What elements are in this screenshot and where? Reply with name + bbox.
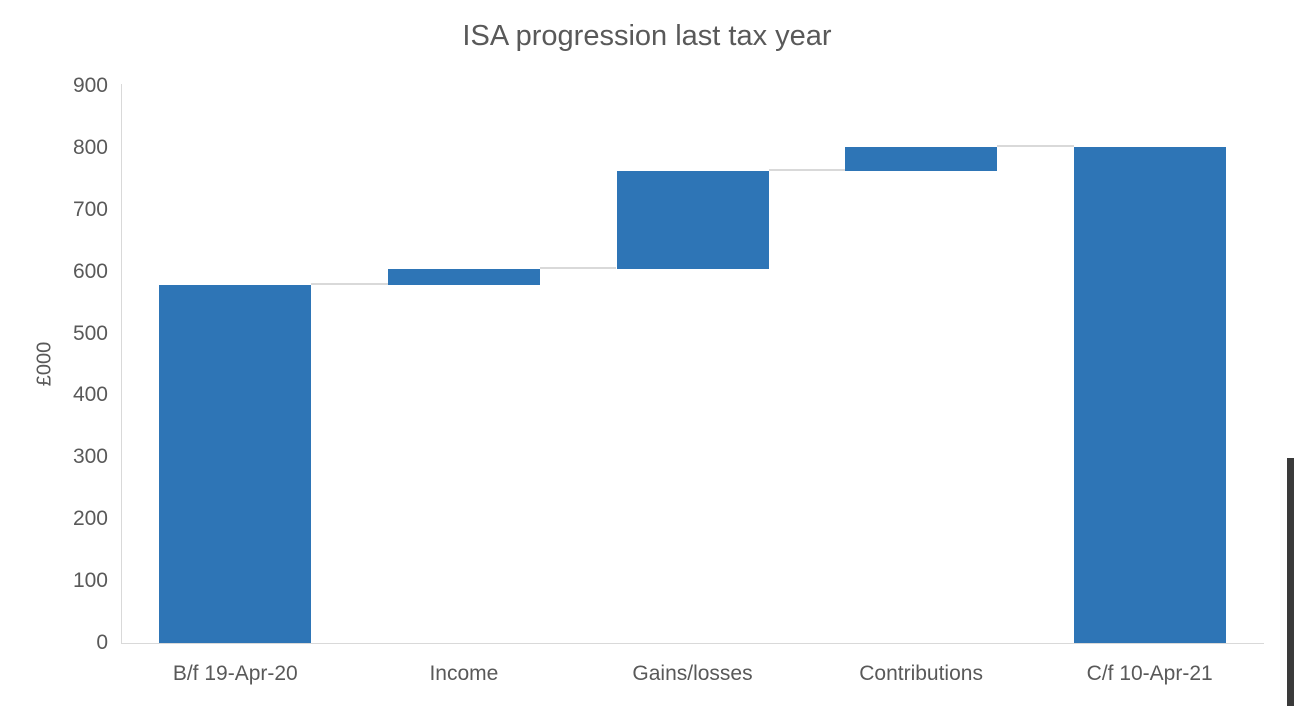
y-tick-label-400: 400 bbox=[72, 383, 108, 407]
connector-b-f-19-apr-20-to-income bbox=[311, 283, 388, 286]
x-axis-label-contributions: Contributions bbox=[859, 662, 983, 685]
x-axis-line bbox=[121, 643, 1264, 644]
y-tick-label-600: 600 bbox=[72, 259, 108, 283]
y-axis-title: £000 bbox=[33, 341, 56, 387]
waterfall-bar-income bbox=[387, 268, 540, 286]
connector-contributions-to-c-f-10-apr-21 bbox=[997, 145, 1074, 148]
right-scrollbar-thumb[interactable] bbox=[1287, 458, 1294, 706]
y-tick-label-200: 200 bbox=[72, 507, 108, 531]
y-tick-label-900: 900 bbox=[72, 74, 108, 97]
connector-income-to-gains-losses bbox=[539, 266, 617, 269]
y-tick-label-500: 500 bbox=[72, 321, 108, 345]
y-tick-label-300: 300 bbox=[72, 445, 108, 469]
y-axis-line bbox=[121, 84, 122, 644]
waterfall-bar-contributions bbox=[845, 147, 998, 172]
y-tick-label-100: 100 bbox=[72, 569, 108, 593]
waterfall-bar-gains-losses bbox=[616, 171, 769, 269]
x-axis-label-gains-losses: Gains/losses bbox=[632, 662, 753, 685]
y-tick-label-800: 800 bbox=[72, 135, 108, 159]
chart-title: ISA progression last tax year bbox=[462, 20, 832, 52]
x-axis-label-c-f-10-apr-21: C/f 10-Apr-21 bbox=[1086, 662, 1213, 685]
y-tick-label-700: 700 bbox=[72, 197, 108, 221]
y-tick-label-0: 0 bbox=[96, 631, 108, 654]
waterfall-bar-b-f-19-apr-20 bbox=[159, 285, 312, 643]
waterfall-bar-c-f-10-apr-21 bbox=[1073, 147, 1226, 643]
x-axis-label-income: Income bbox=[429, 662, 499, 685]
connector-gains-losses-to-contributions bbox=[768, 169, 846, 172]
x-axis-label-b-f-19-apr-20: B/f 19-Apr-20 bbox=[172, 662, 298, 685]
